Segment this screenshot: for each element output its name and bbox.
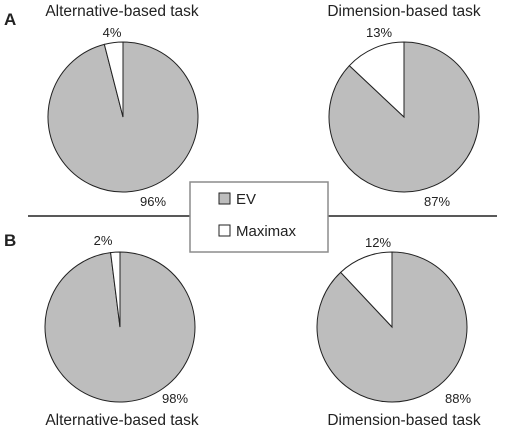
pie-b-alternative-maximax-label: 2%	[94, 233, 113, 248]
panel-letter-b: B	[4, 231, 16, 250]
chart-title-a-dimension: Dimension-based task	[327, 3, 481, 20]
pie-a-alternative-maximax-label: 4%	[103, 25, 122, 40]
legend-swatch-maximax	[218, 224, 231, 237]
legend-label-maximax: Maximax	[236, 223, 297, 240]
legend: EV Maximax	[189, 181, 329, 253]
pie-b-dimension	[316, 251, 468, 403]
pie-a-dimension-ev-label: 87%	[424, 194, 450, 209]
chart-title-b-dimension: Dimension-based task	[327, 412, 481, 429]
legend-swatch-ev	[218, 192, 231, 205]
pie-b-dimension-maximax-slice	[339, 251, 393, 329]
pie-a-dimension	[328, 41, 480, 193]
chart-title-b-alternative: Alternative-based task	[45, 412, 199, 429]
pie-b-dimension-ev-label: 88%	[445, 391, 471, 406]
pie-a-dimension-maximax-label: 13%	[366, 25, 392, 40]
pie-b-alternative-ev-label: 98%	[162, 391, 188, 406]
pie-a-alternative-ev-label: 96%	[140, 194, 166, 209]
pie-b-alternative-maximax-slice	[110, 251, 121, 328]
chart-title-a-alternative: Alternative-based task	[45, 3, 199, 20]
pie-a-alternative	[47, 41, 199, 193]
legend-label-ev: EV	[236, 191, 256, 208]
panel-letter-a: A	[4, 10, 16, 29]
pie-b-dimension-maximax-label: 12%	[365, 235, 391, 250]
legend-box	[189, 181, 329, 253]
pie-b-alternative	[44, 251, 196, 403]
pie-a-alternative-maximax-slice	[103, 41, 124, 118]
pie-a-dimension-maximax-slice	[348, 41, 405, 119]
